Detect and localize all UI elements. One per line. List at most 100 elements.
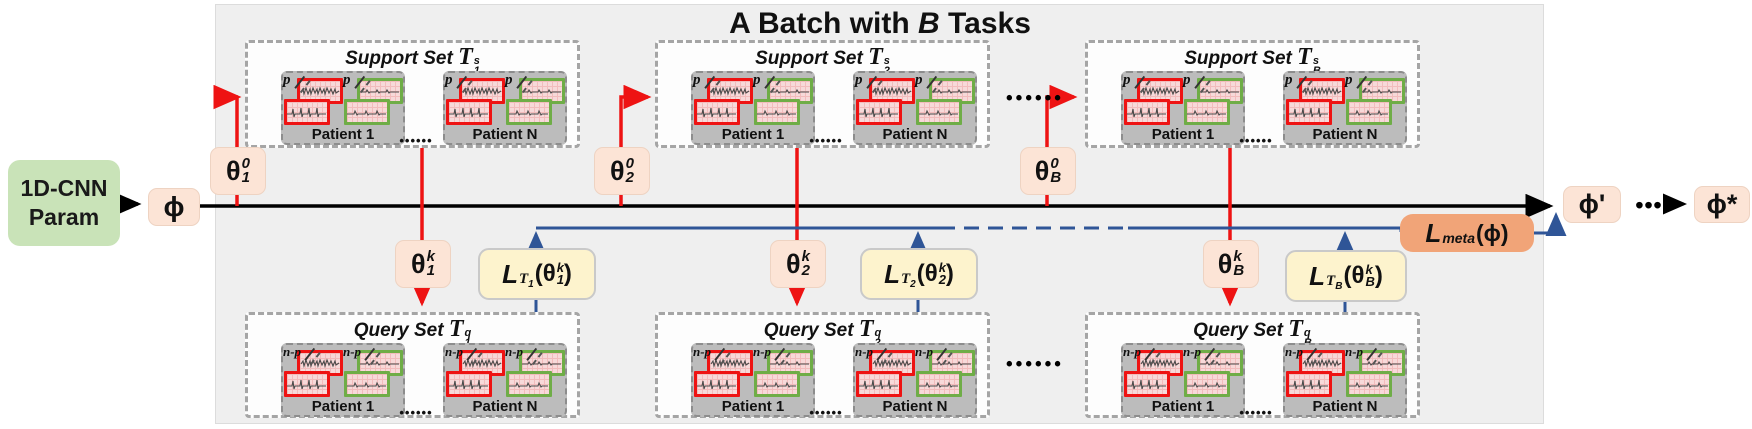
patient-label: Patient 1 bbox=[311, 126, 375, 143]
phi-box: ϕ bbox=[148, 188, 200, 226]
ecg-thumbnail-green bbox=[916, 371, 962, 397]
patient-label: Patient 1 bbox=[1151, 126, 1215, 143]
patient-card: n-p n-p Patient 1 bbox=[1121, 343, 1245, 417]
ecg-thumbnail-green bbox=[1359, 78, 1405, 104]
task-symbol: T bbox=[858, 316, 874, 342]
support-set-B: Support Set TsB p p Patient 1 •••••• p bbox=[1085, 40, 1420, 148]
patient-label: Patient N bbox=[472, 398, 538, 415]
batch-title: A Batch with B Tasks bbox=[215, 7, 1545, 41]
class-tag: n-p bbox=[1123, 344, 1142, 359]
ecg-thumbnail-red bbox=[694, 371, 740, 397]
patient-label: Patient N bbox=[882, 398, 948, 415]
class-tag: p bbox=[1285, 72, 1293, 88]
patient-gap-dots: •••••• bbox=[1239, 133, 1273, 148]
patient-gap-dots: •••••• bbox=[399, 405, 433, 420]
ecg-thumbnail-green bbox=[1346, 371, 1392, 397]
class-tag: p bbox=[693, 72, 701, 88]
patient-card: p p Patient 1 bbox=[691, 71, 815, 145]
support-set-2-title: Support Set Ts2 bbox=[755, 44, 890, 76]
ecg-thumbnail-red bbox=[1299, 350, 1345, 376]
class-tag: n-p bbox=[445, 344, 464, 359]
batch-title-prefix: A Batch with bbox=[729, 7, 919, 40]
ecg-thumbnail-green bbox=[506, 99, 552, 125]
patient-card: p p Patient N bbox=[443, 71, 567, 145]
ecg-cluster-red: n-p bbox=[693, 344, 753, 400]
task-symbol: T bbox=[868, 44, 883, 70]
patient-gap-dots: •••••• bbox=[809, 405, 843, 420]
patient-card: n-p n-p Patient N bbox=[443, 343, 567, 417]
ecg-thumbnail-red bbox=[1286, 371, 1332, 397]
task-symbol: T bbox=[1288, 316, 1303, 342]
ecg-thumbnail-red bbox=[284, 371, 330, 397]
patient-label: Patient 1 bbox=[721, 398, 785, 415]
ecg-thumbnail-red bbox=[707, 78, 753, 104]
patient-card: p p Patient 1 bbox=[281, 71, 405, 145]
ecg-thumbnail-green bbox=[1184, 371, 1230, 397]
ecg-thumbnail-green bbox=[344, 371, 390, 397]
ecg-cluster-red: n-p bbox=[283, 344, 343, 400]
patient-card: p p Patient 1 bbox=[1121, 71, 1245, 145]
query-set-1-title: Query Set Tq1 bbox=[353, 316, 472, 348]
ecg-thumbnail-red bbox=[446, 99, 492, 125]
ecg-thumbnail-green bbox=[916, 99, 962, 125]
cnn-param-line2: Param bbox=[28, 204, 100, 230]
ecg-cluster-green: n-p bbox=[505, 344, 565, 400]
patient-card: n-p n-p Patient 1 bbox=[691, 343, 815, 417]
support-set-1-title: Support Set Ts1 bbox=[345, 44, 480, 76]
ecg-cluster-red: p bbox=[855, 72, 915, 128]
ecg-cluster-red: p bbox=[1285, 72, 1345, 128]
ecg-thumbnail-red bbox=[459, 78, 505, 104]
class-tag: n-p bbox=[1345, 344, 1364, 359]
ecg-cluster-red: n-p bbox=[855, 344, 915, 400]
ecg-cluster-green: p bbox=[343, 72, 403, 128]
patient-label: Patient N bbox=[1312, 398, 1378, 415]
ecg-thumbnail-green bbox=[519, 350, 565, 376]
patient-label: Patient 1 bbox=[1151, 398, 1215, 415]
class-tag: p bbox=[505, 72, 513, 88]
cnn-param-box: 1D-CNN Param bbox=[8, 160, 120, 246]
phi-prime-box: ϕ' bbox=[1563, 186, 1621, 223]
ecg-cluster-red: p bbox=[693, 72, 753, 128]
ecg-thumbnail-green bbox=[767, 78, 813, 104]
patient-gap-dots: •••••• bbox=[399, 133, 433, 148]
ecg-thumbnail-green bbox=[754, 371, 800, 397]
ecg-thumbnail-red bbox=[1286, 99, 1332, 125]
query-set-1: Query Set Tq1 n-p n-p Patient 1 •••••• n… bbox=[245, 312, 580, 420]
query-set-B-title: Query Set TqB bbox=[1193, 316, 1312, 348]
batch-title-suffix: Tasks bbox=[939, 7, 1031, 40]
patient-card: n-p n-p Patient N bbox=[1283, 343, 1407, 417]
ecg-thumbnail-green bbox=[506, 371, 552, 397]
ecg-cluster-green: n-p bbox=[915, 344, 975, 400]
query-set-2-title: Query Set Tq2 bbox=[763, 316, 882, 348]
ecg-cluster-green: p bbox=[915, 72, 975, 128]
query-set-2: Query Set Tq2 n-p n-p Patient 1 •••••• n… bbox=[655, 312, 990, 420]
ecg-cluster-green: p bbox=[1345, 72, 1405, 128]
ecg-thumbnail-green bbox=[357, 350, 403, 376]
meta-update-arrow bbox=[1534, 212, 1567, 236]
phi-star-box: ϕ* bbox=[1694, 186, 1750, 223]
ecg-thumbnail-green bbox=[344, 99, 390, 125]
query-gap-dots: •••••• bbox=[1006, 354, 1064, 375]
task-symbol: T bbox=[458, 44, 473, 70]
ecg-thumbnail-green bbox=[1346, 99, 1392, 125]
ecg-cluster-red: p bbox=[283, 72, 343, 128]
ecg-thumbnail-red bbox=[297, 350, 343, 376]
support-set-2: Support Set Ts2 p p Patient 1 •••••• p bbox=[655, 40, 990, 148]
class-tag: n-p bbox=[1183, 344, 1202, 359]
class-tag: n-p bbox=[1285, 344, 1304, 359]
ecg-cluster-green: n-p bbox=[1183, 344, 1243, 400]
class-tag: n-p bbox=[693, 344, 712, 359]
ecg-cluster-green: p bbox=[1183, 72, 1243, 128]
patient-card: p p Patient N bbox=[853, 71, 977, 145]
class-tag: p bbox=[1183, 72, 1191, 88]
ecg-cluster-red: n-p bbox=[1123, 344, 1183, 400]
patient-gap-dots: •••••• bbox=[809, 133, 843, 148]
loss-task2: L T 2(θ k 2) bbox=[860, 248, 978, 300]
